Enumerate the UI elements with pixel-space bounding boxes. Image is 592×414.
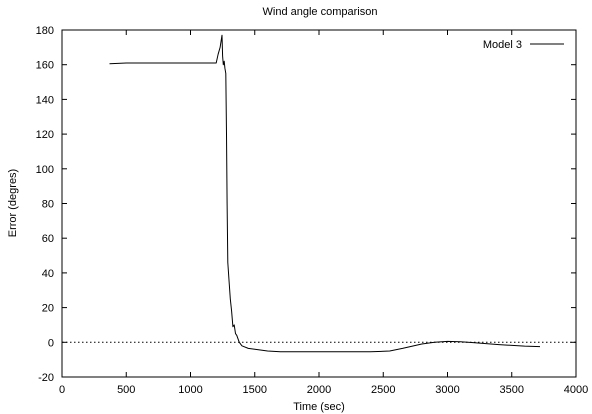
y-tick-label: 60 bbox=[42, 233, 54, 245]
series-line bbox=[109, 34, 541, 353]
y-tick-label: 160 bbox=[36, 60, 54, 72]
legend-label: Model 3 bbox=[483, 39, 522, 51]
x-tick-label: 3000 bbox=[435, 384, 459, 396]
x-tick-label: 0 bbox=[59, 384, 65, 396]
y-tick-label: 20 bbox=[42, 303, 54, 315]
x-tick-label: 1000 bbox=[178, 384, 202, 396]
x-tick-label: 3500 bbox=[500, 384, 524, 396]
x-axis: 0 500 1000 1500 2000 2500 3000 3500 4000 bbox=[59, 30, 588, 396]
y-tick-label: 180 bbox=[36, 25, 54, 37]
series-layer bbox=[109, 34, 541, 353]
y-tick-label: 140 bbox=[36, 94, 54, 106]
y-tick-label: 100 bbox=[36, 164, 54, 176]
y-tick-label: 0 bbox=[48, 337, 54, 349]
x-axis-title: Time (sec) bbox=[293, 401, 345, 413]
chart-title: Wind angle comparison bbox=[263, 6, 378, 18]
legend: Model 3 bbox=[483, 39, 564, 51]
y-tick-label: 40 bbox=[42, 268, 54, 280]
y-tick-label: 80 bbox=[42, 199, 54, 211]
x-tick-label: 1500 bbox=[243, 384, 267, 396]
plot-area-frame bbox=[61, 29, 577, 378]
y-axis-title: Error (degres) bbox=[7, 169, 19, 237]
y-axis: -20 0 20 40 60 80 100 120 140 160 180 bbox=[36, 25, 576, 384]
x-tick-label: 2500 bbox=[371, 384, 395, 396]
x-tick-label: 500 bbox=[117, 384, 135, 396]
x-tick-label: 4000 bbox=[564, 384, 588, 396]
x-tick-label: 2000 bbox=[307, 384, 331, 396]
y-tick-label: 120 bbox=[36, 129, 54, 141]
y-tick-label: -20 bbox=[38, 372, 54, 384]
